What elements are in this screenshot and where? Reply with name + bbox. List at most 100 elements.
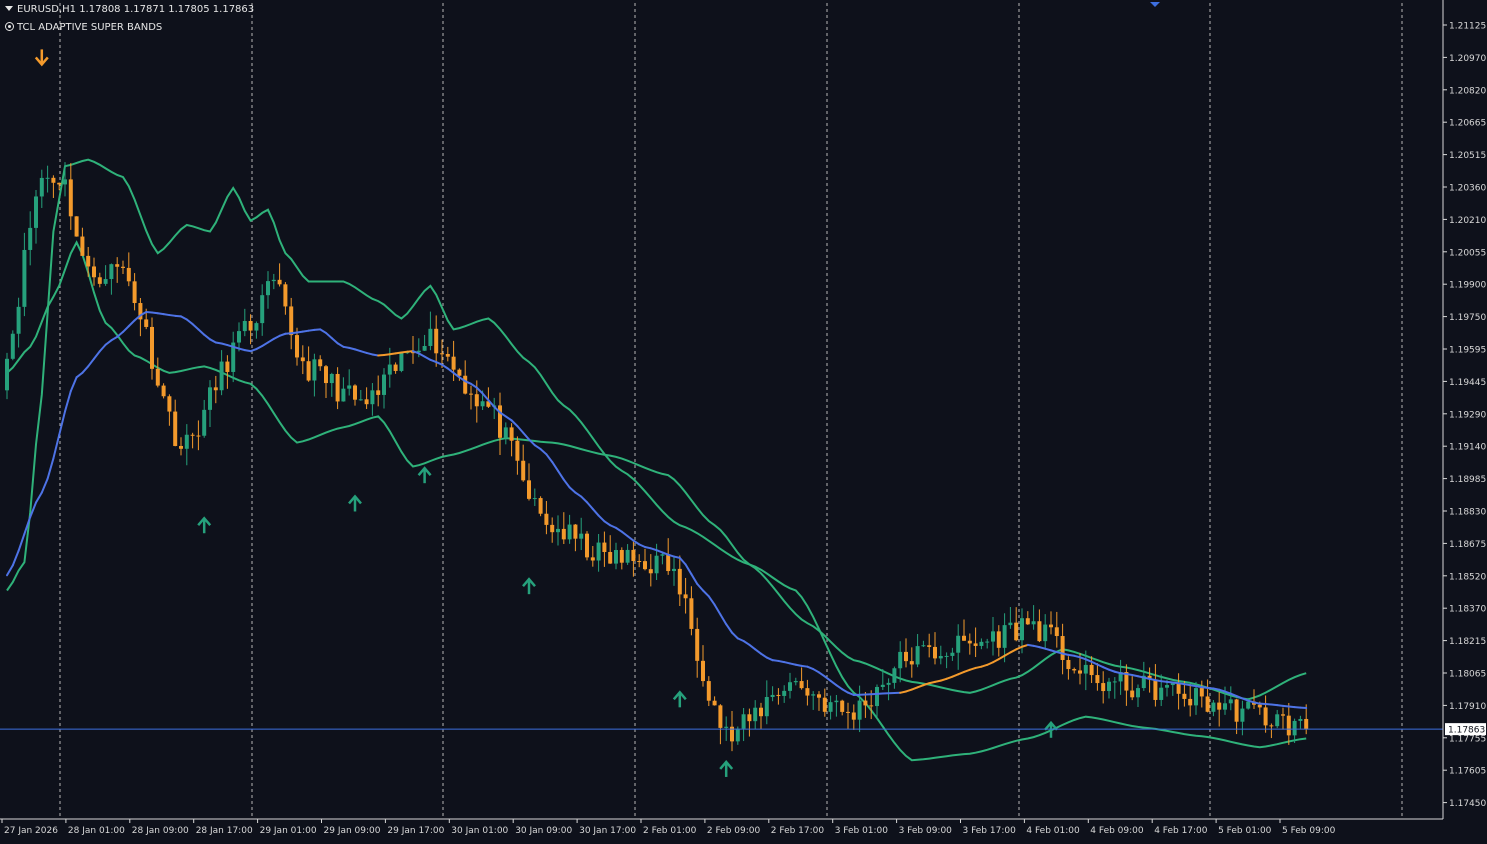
bear-candle xyxy=(434,329,438,353)
bear-candle xyxy=(307,361,311,380)
bull-candle xyxy=(272,280,276,281)
midline-segment xyxy=(633,541,639,545)
bear-candle xyxy=(823,698,827,712)
bear-candle xyxy=(179,446,183,449)
price-tick-label: 1.19140 xyxy=(1449,443,1486,453)
chart-symbol-header[interactable]: EURUSD,H1 1.17808 1.17871 1.17805 1.1786… xyxy=(5,4,254,15)
midline-segment xyxy=(42,479,48,493)
time-tick-label: 3 Feb 09:00 xyxy=(899,826,953,836)
time-tick-label: 4 Feb 01:00 xyxy=(1026,826,1080,836)
midline-segment xyxy=(65,391,71,411)
price-tick-label: 1.20970 xyxy=(1449,54,1486,64)
midline-segment xyxy=(94,351,100,359)
bear-candle xyxy=(475,394,479,406)
bear-candle xyxy=(550,525,554,532)
bull-candle xyxy=(1246,702,1250,709)
bear-candle xyxy=(713,701,717,706)
price-tick-label: 1.19900 xyxy=(1449,281,1486,291)
band-line-upper-band xyxy=(7,160,1306,700)
bull-candle xyxy=(672,569,676,571)
bear-candle xyxy=(191,435,195,436)
time-tick-label: 2 Feb 09:00 xyxy=(707,826,761,836)
midline-segment xyxy=(100,345,106,352)
price-tick-label: 1.20055 xyxy=(1449,248,1486,258)
bull-candle xyxy=(1084,665,1088,674)
midline-segment xyxy=(523,433,529,440)
bear-candle xyxy=(1182,694,1186,699)
bear-candle xyxy=(1130,691,1134,698)
bear-candle xyxy=(1153,680,1157,700)
bear-candle xyxy=(278,280,282,284)
bull-candle xyxy=(382,375,386,395)
midline-segment xyxy=(552,462,558,471)
bull-candle xyxy=(1136,688,1140,697)
bull-candle xyxy=(875,687,879,706)
price-tick-label: 1.18675 xyxy=(1449,540,1486,550)
bear-candle xyxy=(1177,683,1181,694)
time-tick-label: 28 Jan 01:00 xyxy=(68,826,125,836)
bear-candle xyxy=(318,359,322,366)
bull-candle xyxy=(898,652,902,668)
midline-segment xyxy=(204,335,210,340)
bull-candle xyxy=(481,401,485,406)
midline-segment xyxy=(749,645,755,649)
bull-candle xyxy=(1008,623,1012,625)
bull-candle xyxy=(858,701,862,720)
bull-candle xyxy=(34,196,38,227)
price-tick-label: 1.18215 xyxy=(1449,637,1486,647)
bull-candle xyxy=(991,631,995,641)
midline-segment xyxy=(691,574,697,584)
time-tick-label: 2 Feb 17:00 xyxy=(771,826,825,836)
bull-candle xyxy=(956,636,960,653)
bear-candle xyxy=(225,362,229,372)
bull-candle xyxy=(266,281,270,295)
bull-candle xyxy=(428,329,432,346)
bull-candle xyxy=(556,529,560,532)
candles-layer xyxy=(5,162,1308,751)
bull-candle xyxy=(881,685,885,687)
bull-candle xyxy=(1240,709,1244,722)
price-tick-label: 1.18830 xyxy=(1449,508,1486,518)
bear-candle xyxy=(678,569,682,594)
bull-candle xyxy=(1298,719,1302,721)
price-tick-label: 1.18520 xyxy=(1449,572,1486,582)
bear-candle xyxy=(707,681,711,701)
bear-candle xyxy=(295,335,299,357)
bull-candle xyxy=(568,525,572,540)
bear-candle xyxy=(666,554,670,571)
midline-segment xyxy=(564,480,570,488)
triangle-down-icon[interactable] xyxy=(5,6,13,11)
price-tick-label: 1.19750 xyxy=(1449,313,1486,323)
bear-candle xyxy=(457,370,461,376)
bull-candle xyxy=(208,387,212,410)
bear-candle xyxy=(1072,669,1076,670)
bull-candle xyxy=(504,427,508,437)
bear-candle xyxy=(608,552,612,564)
bear-candle xyxy=(57,183,61,185)
bull-candle xyxy=(5,359,9,391)
bull-candle xyxy=(220,362,224,391)
price-tick-label: 1.17450 xyxy=(1449,799,1486,809)
bear-candle xyxy=(1258,705,1262,708)
buy-arrow-icon xyxy=(523,579,535,594)
bear-candle xyxy=(776,695,780,696)
bear-candle xyxy=(1078,670,1082,673)
price-tick-label: 1.21125 xyxy=(1449,22,1486,32)
bear-candle xyxy=(440,353,444,354)
bull-candle xyxy=(388,365,392,375)
midline-segment xyxy=(558,471,564,480)
indicator-label[interactable]: TCL ADAPTIVE SUPER BANDS xyxy=(5,22,162,33)
midline-segment xyxy=(193,324,199,329)
signals-layer xyxy=(36,2,1160,777)
bull-candle xyxy=(834,701,838,702)
bull-candle xyxy=(347,385,351,388)
midline-segment xyxy=(813,669,819,672)
bull-candle xyxy=(40,178,44,197)
midline-segment xyxy=(616,528,622,532)
bull-candle xyxy=(1293,721,1297,735)
midline-segment xyxy=(761,654,767,658)
time-tick-label: 29 Jan 01:00 xyxy=(260,826,317,836)
bear-candle xyxy=(336,374,340,401)
